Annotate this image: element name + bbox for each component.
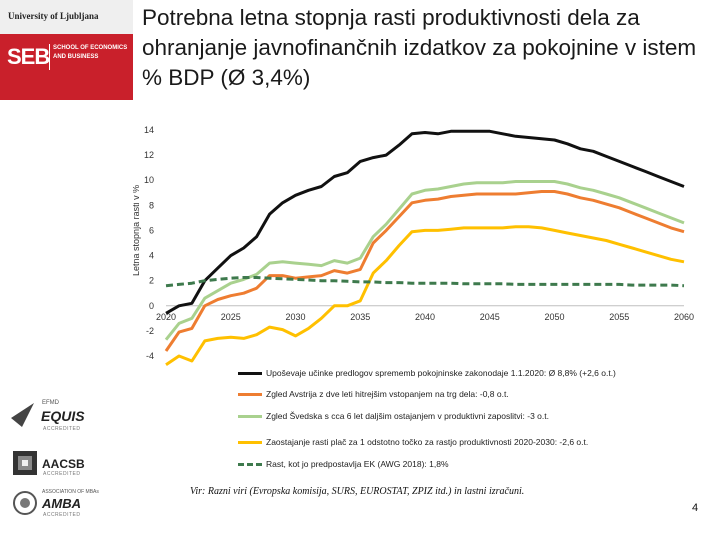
legend-swatch bbox=[238, 415, 262, 418]
school-name: SCHOOL OF ECONOMICS AND BUSINESS bbox=[53, 45, 128, 60]
y-axis-label: Letna stopnja rasti v % bbox=[133, 185, 141, 276]
equis-sub: ACCREDITED bbox=[43, 426, 81, 432]
y-tick-label: 8 bbox=[149, 200, 154, 210]
amba-sub: ACCREDITED bbox=[43, 512, 81, 518]
series-line-dashed bbox=[165, 276, 685, 288]
y-tick-label: 10 bbox=[144, 175, 154, 185]
equis-accreditation: EFMD EQUIS ACCREDITED bbox=[0, 396, 133, 440]
x-tick-label: 2055 bbox=[609, 312, 629, 322]
y-tick-label: 4 bbox=[149, 251, 154, 261]
university-bar: University of Ljubljana bbox=[0, 0, 133, 34]
legend-swatch bbox=[238, 393, 262, 396]
sidebar: University of Ljubljana SEB SCHOOL OF EC… bbox=[0, 0, 133, 540]
line-chart: 14 12 10 8 6 4 2 0 -2 -4 2020 2025 2030 2035 2040 2045 2… bbox=[133, 125, 694, 367]
series-line-orange bbox=[164, 190, 685, 352]
x-tick-label: 2040 bbox=[415, 312, 435, 322]
equis-tag: EFMD bbox=[42, 400, 59, 406]
x-tick-label: 2060 bbox=[674, 312, 694, 322]
x-tick-label: 2025 bbox=[221, 312, 241, 322]
university-name: University of Ljubljana bbox=[8, 11, 99, 21]
amba-icon bbox=[13, 491, 37, 515]
aacsb-mark: AACSB bbox=[42, 457, 85, 471]
y-tick-label: -4 bbox=[146, 351, 154, 361]
amba-accreditation: ASSOCIATION OF MBAs AMBA ACCREDITED bbox=[0, 488, 133, 522]
legend-item-series-4: Zaostajanje rasti plač za 1 odstotno toč… bbox=[238, 435, 708, 451]
legend-item-series-2: Zgled Avstrija z dve leti hitrejšim vsto… bbox=[238, 387, 708, 403]
legend-item-series-1: Upoševaje učinke predlogov sprememb poko… bbox=[238, 366, 708, 382]
x-tick-label: 2030 bbox=[285, 312, 305, 322]
y-tick-label: 0 bbox=[149, 301, 154, 311]
equis-icon bbox=[11, 403, 34, 427]
y-tick-label: 2 bbox=[149, 276, 154, 286]
x-tick-label: 2045 bbox=[480, 312, 500, 322]
school-logo-block: SEB SCHOOL OF ECONOMICS AND BUSINESS bbox=[0, 34, 133, 100]
legend-item-series-5: Rast, kot jo predpostavlja EK (AWG 2018)… bbox=[238, 457, 708, 473]
equis-mark: EQUIS bbox=[41, 408, 85, 424]
page-number: 4 bbox=[692, 502, 699, 514]
aacsb-icon bbox=[13, 451, 37, 475]
y-tick-label: 6 bbox=[149, 225, 154, 235]
legend-label: Zaostajanje rasti plač za 1 odstotno toč… bbox=[266, 437, 589, 447]
logo-divider bbox=[49, 44, 50, 70]
page-title: Potrebna letna stopnja rasti produktivno… bbox=[142, 5, 697, 90]
legend-swatch bbox=[238, 372, 262, 375]
legend-label: Zgled Avstrija z dve leti hitrejšim vsto… bbox=[266, 389, 509, 399]
x-tick-label: 2035 bbox=[350, 312, 370, 322]
y-tick-label: 12 bbox=[144, 150, 154, 160]
y-tick-label: 14 bbox=[144, 125, 154, 135]
series-line-yellow bbox=[165, 225, 685, 367]
legend-label: Upoševaje učinke predlogov sprememb poko… bbox=[266, 368, 616, 378]
y-tick-label: -2 bbox=[146, 326, 154, 336]
title-bar bbox=[133, 0, 720, 100]
aacsb-sub: ACCREDITED bbox=[43, 471, 81, 477]
seb-logo: SEB bbox=[7, 44, 50, 69]
source-note: Vir: Razni viri (Evropska komisija, SURS… bbox=[190, 486, 525, 497]
legend-swatch bbox=[238, 441, 262, 444]
aacsb-accreditation: AACSB ACCREDITED bbox=[0, 448, 133, 482]
amba-tag: ASSOCIATION OF MBAs bbox=[42, 489, 99, 495]
legend-swatch bbox=[238, 463, 262, 466]
series-line-green bbox=[164, 180, 685, 341]
amba-mark: AMBA bbox=[42, 496, 81, 511]
legend-item-series-3: Zgled Švedska s cca 6 let daljšim ostaja… bbox=[238, 409, 708, 425]
series-line-black bbox=[165, 129, 685, 315]
x-tick-label: 2020 bbox=[156, 312, 176, 322]
x-tick-label: 2050 bbox=[544, 312, 564, 322]
legend-label: Rast, kot jo predpostavlja EK (AWG 2018)… bbox=[266, 459, 449, 469]
legend-label: Zgled Švedska s cca 6 let daljšim ostaja… bbox=[266, 411, 549, 421]
